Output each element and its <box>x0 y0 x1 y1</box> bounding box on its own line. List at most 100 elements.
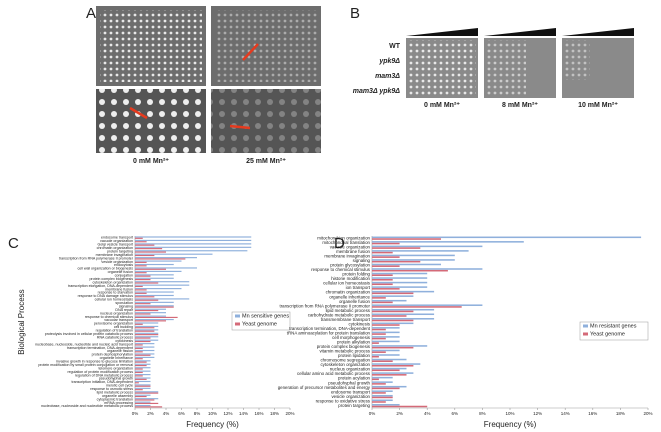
category-label: protein acylation <box>338 376 371 381</box>
category-label: endosome transport <box>101 236 133 240</box>
bar <box>135 354 151 356</box>
bar <box>372 245 483 248</box>
bar <box>135 270 182 272</box>
x-tick-label: 20% <box>643 411 652 416</box>
bar <box>135 325 159 328</box>
bar <box>372 401 386 403</box>
category-label: peroxisome organization <box>94 322 133 326</box>
x-tick-label: 18% <box>616 411 625 416</box>
bar <box>372 274 393 277</box>
bar <box>372 399 393 402</box>
bar <box>135 241 147 243</box>
category-label: telomere organization <box>98 366 133 370</box>
bar <box>135 250 248 252</box>
category-label: signaling <box>353 258 371 263</box>
bar <box>372 383 386 385</box>
category-label: histone modification <box>331 276 370 281</box>
bar <box>135 248 163 250</box>
category-label: regulation of translation <box>96 329 133 333</box>
spot-plates <box>406 28 634 98</box>
category-label: proteolysis involved in cellular protein… <box>45 332 133 336</box>
category-label: organelle inheritance <box>329 294 370 299</box>
bar <box>135 363 151 365</box>
bar <box>135 320 166 322</box>
panel-label: B <box>350 5 360 22</box>
category-label: carbohydrate metabolic process <box>308 312 371 317</box>
x-tick-label: 16% <box>254 411 263 416</box>
x-tick-label: 18% <box>270 411 279 416</box>
category-label: organelle fission <box>107 349 133 353</box>
bar <box>135 289 147 291</box>
bar <box>372 324 400 326</box>
bar <box>135 358 143 360</box>
bar <box>372 318 435 320</box>
bar <box>135 370 151 372</box>
bar <box>135 392 159 394</box>
bar <box>135 368 143 370</box>
bar <box>372 319 414 322</box>
panel-label: D <box>334 235 345 252</box>
category-label: nucleus organization <box>330 367 371 372</box>
category-label: endosome transport <box>331 389 371 394</box>
category-label: mitochondrial translation <box>322 240 370 245</box>
bar <box>135 337 151 339</box>
category-label: response to DNA damage stimulus <box>78 294 134 298</box>
category-label: transcription elongation, DNA-dependent <box>68 284 133 288</box>
bar <box>372 328 386 331</box>
category-label: vesicle organization <box>331 394 370 399</box>
category-label: transcription termination, DNA-dependent <box>289 326 371 331</box>
bar <box>135 279 151 281</box>
category-label: membrane fusion <box>105 287 133 291</box>
x-tick-label: 8% <box>194 411 201 416</box>
bar <box>135 296 155 298</box>
bar <box>135 365 147 367</box>
bar <box>372 387 400 390</box>
bar <box>372 322 414 325</box>
category-label: transcription from RNA polymerase II pro… <box>279 303 370 308</box>
bar <box>372 336 400 338</box>
bar <box>372 340 400 343</box>
panel-label: C <box>8 235 19 252</box>
bar <box>372 254 455 257</box>
category-label: chromatin organization <box>326 290 371 295</box>
category-label: signaling <box>119 304 133 308</box>
x-tick-label: 4% <box>424 411 431 416</box>
x-tick-label: 14% <box>561 411 570 416</box>
category-label: nucleus organization <box>100 311 133 315</box>
bar <box>372 272 428 275</box>
category-label: nucleobase, nucleoside and nucleotide me… <box>41 404 133 408</box>
category-label: tRNA aminoacylation for protein translat… <box>287 330 371 335</box>
bar <box>372 299 407 302</box>
bar <box>372 260 421 263</box>
bar <box>372 283 393 286</box>
x-tick-label: 6% <box>452 411 459 416</box>
strain-label: ypk9Δ <box>378 58 400 65</box>
bar <box>372 342 379 344</box>
bar <box>372 392 386 394</box>
x-tick-label: 10% <box>208 411 217 416</box>
category-label: cell budding <box>114 325 133 329</box>
x-tick-label: 2% <box>396 411 403 416</box>
bar <box>372 365 414 367</box>
plate-images <box>96 6 321 153</box>
legend-label: Mn resistant genes <box>590 323 637 329</box>
bar <box>372 295 414 297</box>
bar <box>135 260 182 262</box>
bar <box>135 380 151 383</box>
bar <box>135 351 143 353</box>
bar <box>135 330 155 332</box>
bar <box>135 401 151 403</box>
category-label: cell morphogenesis <box>332 335 371 340</box>
bar <box>135 299 159 301</box>
bar <box>372 351 386 353</box>
bar <box>135 237 143 239</box>
x-tick-label: 16% <box>588 411 597 416</box>
bar <box>135 303 151 305</box>
bar <box>135 258 186 260</box>
strain-label: mam3Δ <box>375 73 400 80</box>
bar <box>135 261 147 263</box>
bar <box>135 254 155 257</box>
category-label: protein targeting <box>107 249 133 253</box>
bar <box>372 333 386 335</box>
legend-label: Yeast genome <box>242 321 277 327</box>
